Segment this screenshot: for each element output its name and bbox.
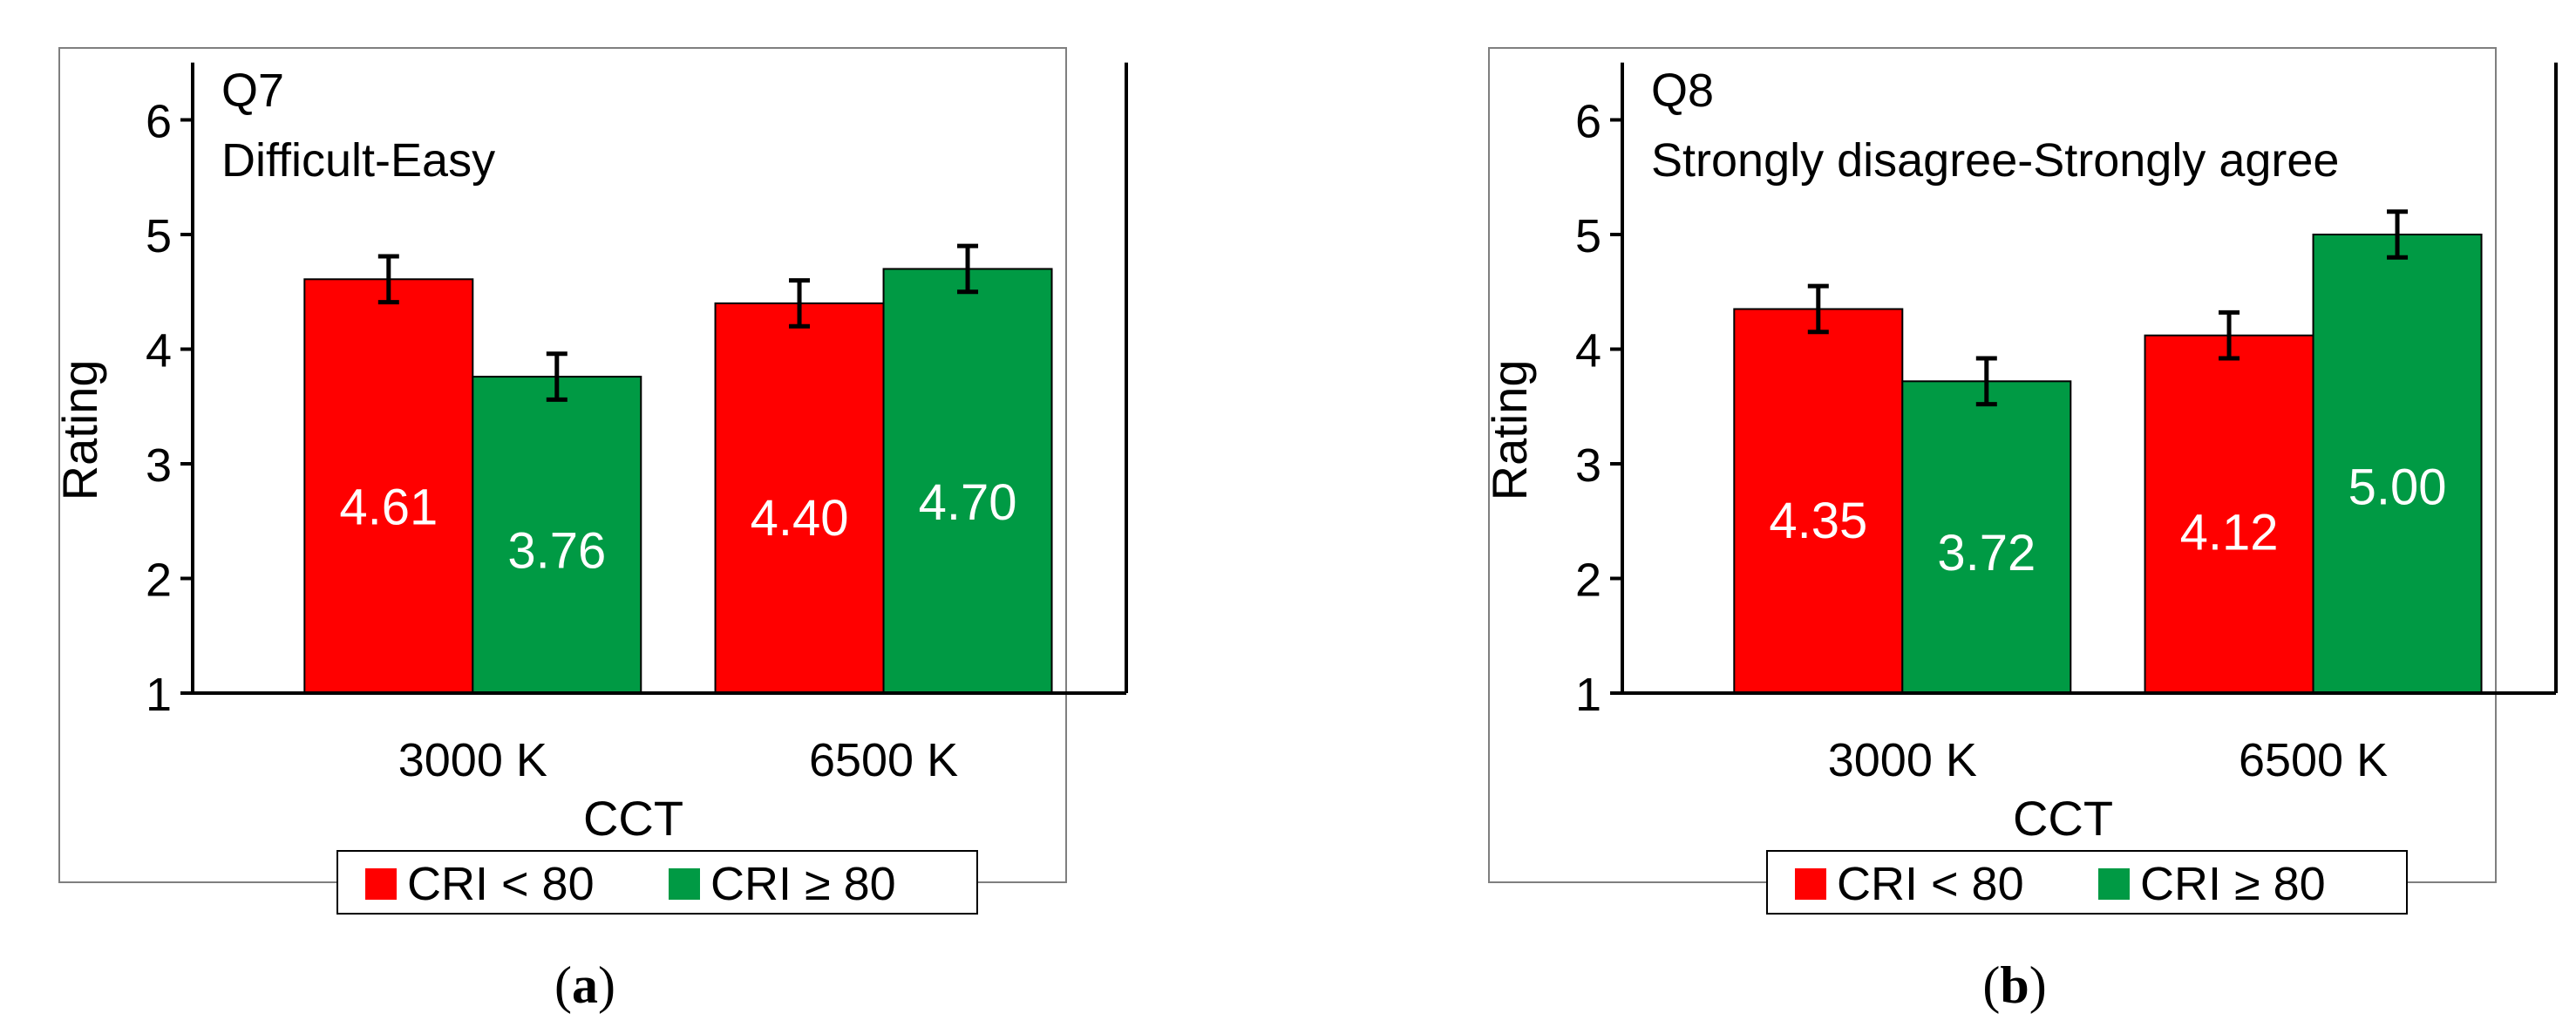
y-tick-label: 5 — [1575, 210, 1601, 262]
figure: 4.61 3.76 3000 K 4.40 4.70 6500 K 1 2 3 4 5 6 Q7 Diff… — [0, 0, 2576, 1027]
panel-label: (a) — [554, 956, 615, 1014]
bar-value-label: 3.72 — [1937, 525, 2036, 582]
bar-value-label: 4.12 — [2180, 504, 2279, 561]
y-tick-label: 4 — [146, 325, 172, 377]
y-tick-label: 6 — [1575, 96, 1601, 148]
y-tick-label: 6 — [146, 96, 172, 148]
y-axis-label: Rating — [1482, 359, 1537, 500]
panel-label-letter: b — [2000, 956, 2029, 1014]
bar-value-label: 4.61 — [339, 479, 438, 535]
chart-subtitle: Difficult-Easy — [221, 134, 495, 187]
x-axis-label: CCT — [583, 791, 683, 846]
y-tick-label: 4 — [1575, 325, 1601, 377]
y-tick-label: 5 — [146, 210, 172, 262]
legend-swatch — [669, 868, 700, 900]
chart-title: Q7 — [221, 65, 284, 117]
bar-value-label: 4.70 — [919, 474, 1017, 531]
panel-label-open-paren: ( — [1982, 956, 2000, 1014]
y-tick-label: 3 — [1575, 439, 1601, 492]
chart-subtitle: Strongly disagree-Strongly agree — [1651, 134, 2339, 187]
panel-label-letter: a — [572, 956, 598, 1014]
y-tick-label: 1 — [146, 669, 172, 721]
chart-title: Q8 — [1651, 65, 1714, 117]
legend-label: CRI ≥ 80 — [710, 858, 896, 910]
y-axis-label: Rating — [52, 359, 107, 500]
legend-swatch — [365, 868, 397, 900]
x-axis-label: CCT — [2013, 791, 2113, 846]
bar-value-label: 3.76 — [507, 523, 606, 580]
legend-label: CRI < 80 — [407, 858, 595, 910]
x-tick-label: 3000 K — [398, 734, 547, 786]
x-tick-label: 6500 K — [2239, 734, 2388, 786]
bar-value-label: 5.00 — [2348, 459, 2447, 515]
bar-value-label: 4.40 — [751, 490, 849, 547]
chart-panel-b: 4.35 3.72 3000 K 4.12 5.00 6500 K 1 2 3 4 5 6 Q8 Stro… — [1482, 48, 2556, 1014]
bar-value-label: 4.35 — [1769, 493, 1867, 549]
legend-label: CRI < 80 — [1837, 858, 2024, 910]
y-tick-label: 1 — [1575, 669, 1601, 721]
x-tick-label: 3000 K — [1828, 734, 1977, 786]
x-tick-label: 6500 K — [809, 734, 958, 786]
y-tick-label: 2 — [146, 554, 172, 607]
y-tick-label: 3 — [146, 439, 172, 492]
panel-label: (b) — [1982, 956, 2046, 1014]
panel-label-close-paren: ) — [598, 956, 615, 1014]
panel-label-open-paren: ( — [554, 956, 572, 1014]
panel-label-close-paren: ) — [2029, 956, 2047, 1014]
legend-swatch — [2098, 868, 2130, 900]
legend-swatch — [1795, 868, 1826, 900]
y-tick-label: 2 — [1575, 554, 1601, 607]
chart-panel-a: 4.61 3.76 3000 K 4.40 4.70 6500 K 1 2 3 4 5 6 Q7 Diff… — [52, 48, 1126, 1014]
legend-label: CRI ≥ 80 — [2140, 858, 2326, 910]
